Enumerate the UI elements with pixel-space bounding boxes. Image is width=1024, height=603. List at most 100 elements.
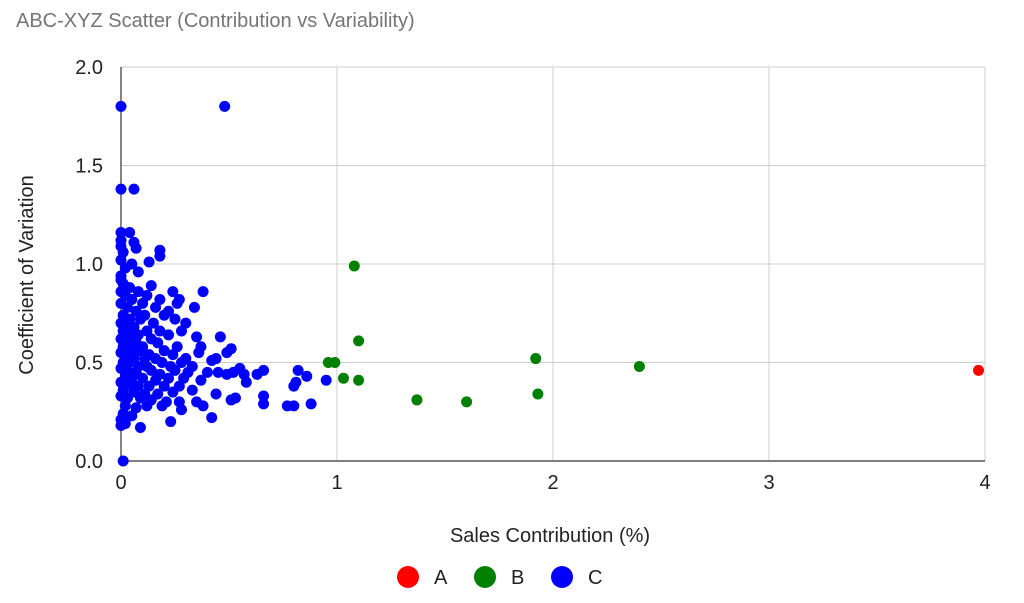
data-point-C bbox=[305, 398, 317, 410]
x-axis-label: Sales Contribution (%) bbox=[450, 525, 650, 547]
data-point-B bbox=[329, 357, 341, 368]
data-point-C bbox=[145, 280, 157, 292]
data-point-C bbox=[124, 226, 136, 238]
data-point-C bbox=[128, 183, 140, 195]
x-tick-label: 4 bbox=[979, 472, 990, 494]
legend-marker-B bbox=[474, 566, 496, 588]
data-point-C bbox=[320, 374, 332, 386]
data-point-C bbox=[117, 455, 129, 467]
data-point-B bbox=[337, 372, 349, 384]
data-point-C bbox=[167, 349, 179, 361]
data-point-C bbox=[145, 364, 157, 376]
data-point-B bbox=[530, 353, 542, 365]
data-point-C bbox=[221, 347, 233, 359]
data-point-C bbox=[167, 286, 179, 298]
data-point-C bbox=[193, 347, 205, 359]
tick-labels: 0.0 0.5 1.0 1.5 2.0 0 1 2 3 4 bbox=[75, 57, 990, 494]
y-tick-label: 2.0 bbox=[75, 57, 103, 79]
data-point-C bbox=[188, 301, 200, 313]
data-point-B bbox=[532, 388, 544, 400]
data-points bbox=[115, 100, 985, 467]
data-point-B bbox=[461, 396, 473, 408]
data-point-B bbox=[353, 335, 365, 347]
data-point-C bbox=[175, 325, 187, 337]
data-point-C bbox=[158, 345, 170, 357]
data-point-C bbox=[141, 400, 153, 412]
x-tick-label: 0 bbox=[115, 472, 126, 494]
data-point-C bbox=[210, 388, 222, 400]
data-point-C bbox=[197, 400, 209, 412]
data-point-C bbox=[258, 364, 270, 376]
data-point-C bbox=[206, 412, 218, 424]
data-point-C bbox=[288, 380, 300, 392]
data-point-B bbox=[411, 394, 423, 406]
y-tick-label: 0.0 bbox=[75, 451, 103, 473]
data-point-C bbox=[169, 364, 181, 376]
y-axis-label: Coefficient of Variation bbox=[16, 175, 38, 374]
x-tick-label: 1 bbox=[331, 472, 342, 494]
data-point-C bbox=[134, 313, 146, 325]
data-point-C bbox=[288, 400, 300, 412]
legend: A B C bbox=[397, 566, 602, 589]
data-point-C bbox=[186, 384, 198, 396]
data-point-C bbox=[132, 266, 144, 278]
data-point-C bbox=[115, 420, 127, 432]
series-C bbox=[115, 100, 332, 467]
data-point-C bbox=[212, 366, 224, 378]
y-tick-label: 1.0 bbox=[75, 254, 103, 276]
legend-marker-C bbox=[551, 566, 573, 588]
data-point-C bbox=[137, 297, 149, 309]
data-point-C bbox=[154, 250, 166, 262]
data-point-C bbox=[158, 380, 170, 392]
legend-label-B: B bbox=[511, 567, 524, 589]
data-point-C bbox=[197, 286, 209, 298]
data-point-C bbox=[134, 392, 146, 404]
data-point-C bbox=[154, 325, 166, 337]
legend-label-A: A bbox=[434, 567, 448, 589]
data-point-C bbox=[292, 364, 304, 376]
data-point-C bbox=[126, 410, 138, 422]
data-point-C bbox=[158, 309, 170, 321]
data-point-C bbox=[229, 392, 241, 404]
data-point-C bbox=[175, 404, 187, 416]
gridlines bbox=[121, 66, 986, 461]
data-point-C bbox=[214, 331, 226, 343]
data-point-C bbox=[115, 183, 127, 195]
data-point-C bbox=[150, 301, 162, 313]
data-point-C bbox=[163, 329, 175, 341]
data-point-C bbox=[147, 317, 159, 329]
data-point-C bbox=[175, 357, 187, 368]
data-point-C bbox=[195, 374, 207, 386]
data-point-C bbox=[171, 297, 183, 309]
x-tick-label: 3 bbox=[763, 472, 774, 494]
series-A bbox=[973, 364, 985, 376]
y-tick-label: 1.5 bbox=[75, 156, 103, 178]
data-point-C bbox=[240, 376, 252, 388]
legend-label-C: C bbox=[588, 567, 602, 589]
x-tick-label: 2 bbox=[547, 472, 558, 494]
data-point-C bbox=[156, 357, 168, 368]
data-point-C bbox=[206, 355, 218, 367]
data-point-C bbox=[156, 400, 168, 412]
data-point-C bbox=[165, 416, 177, 428]
data-point-A bbox=[973, 364, 985, 376]
data-point-C bbox=[169, 313, 181, 325]
data-point-C bbox=[130, 242, 142, 254]
data-point-C bbox=[258, 398, 270, 410]
series-B bbox=[322, 260, 645, 408]
y-tick-label: 0.5 bbox=[75, 353, 103, 375]
data-point-C bbox=[143, 256, 155, 268]
data-point-C bbox=[132, 286, 144, 298]
data-point-C bbox=[115, 100, 127, 112]
data-point-B bbox=[348, 260, 360, 272]
data-point-C bbox=[191, 331, 203, 343]
data-point-C bbox=[301, 370, 313, 382]
data-point-B bbox=[353, 374, 365, 386]
data-point-C bbox=[115, 226, 127, 238]
data-point-B bbox=[633, 360, 645, 372]
data-point-C bbox=[219, 100, 231, 112]
data-point-C bbox=[167, 386, 179, 398]
data-point-C bbox=[152, 337, 164, 349]
